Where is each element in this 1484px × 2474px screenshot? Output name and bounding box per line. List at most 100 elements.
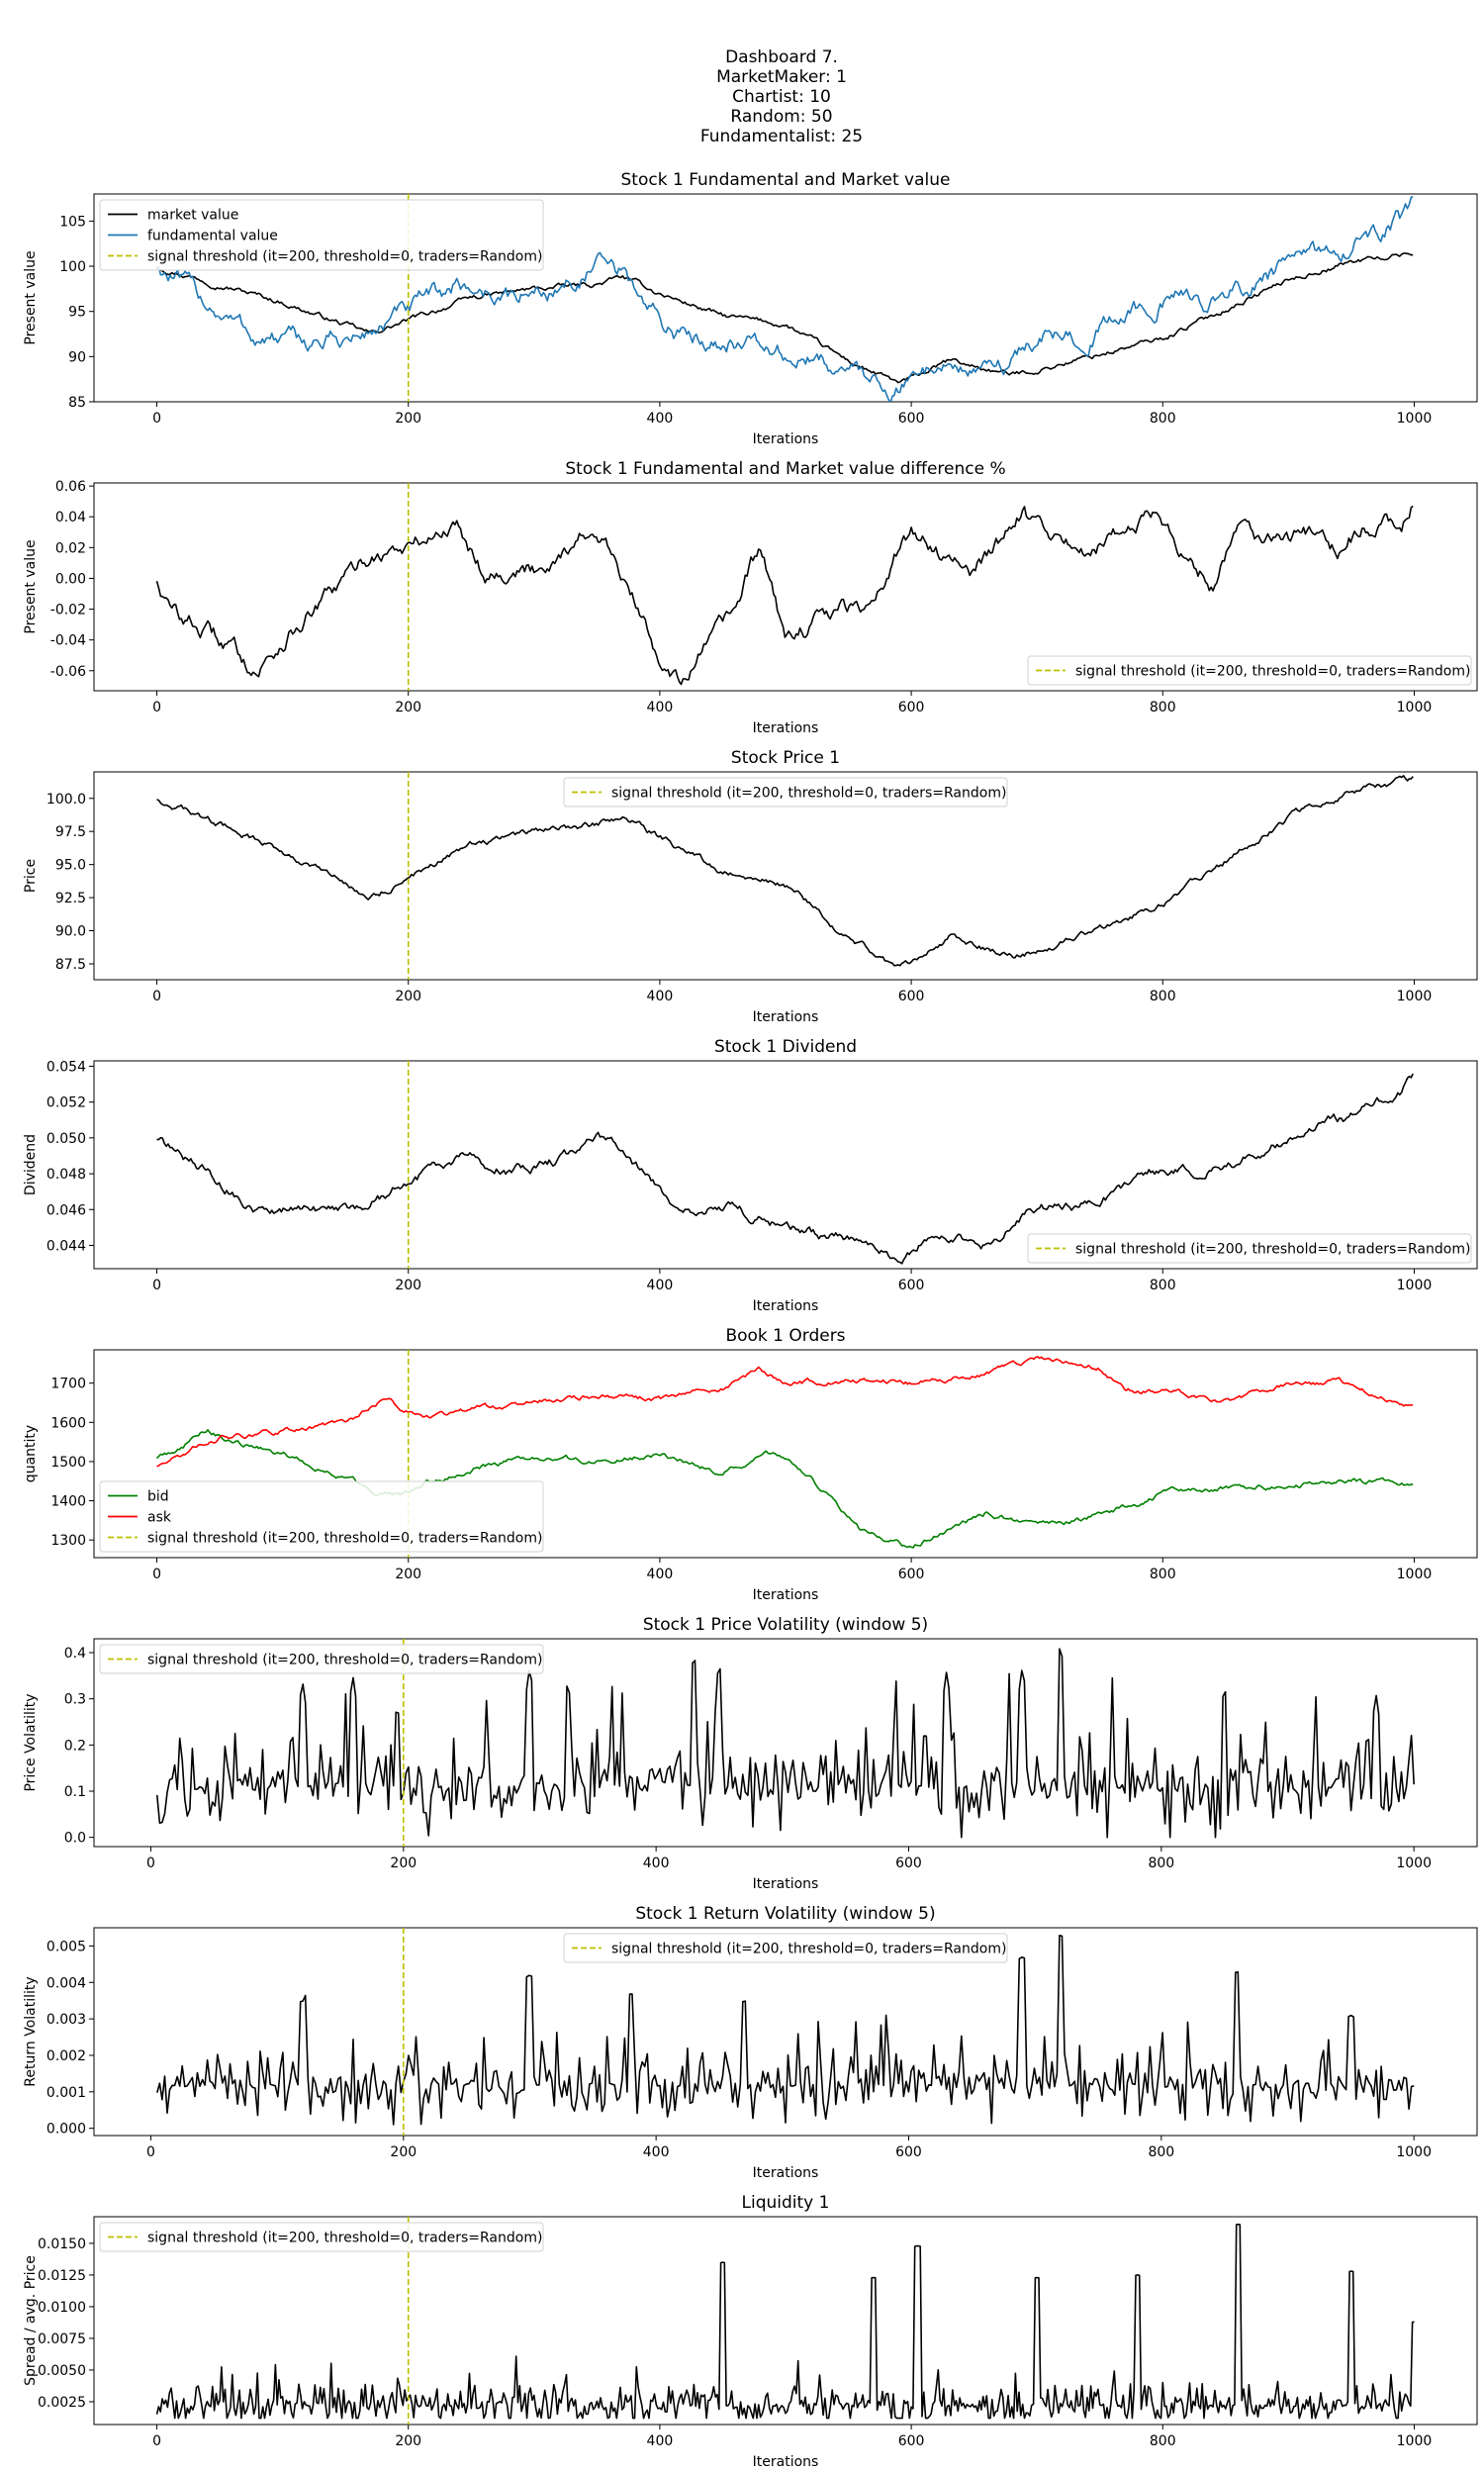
chart-title: Stock 1 Price Volatility (window 5): [643, 1615, 928, 1635]
y-tick-label: 0.0025: [38, 2395, 86, 2411]
legend-label: signal threshold (it=200, threshold=0, t…: [147, 1531, 542, 1547]
x-tick-label: 400: [647, 1567, 674, 1582]
legend-label: market value: [147, 208, 238, 224]
legend-label: bid: [147, 1489, 169, 1505]
chart-title: Stock 1 Fundamental and Market value dif…: [565, 459, 1005, 479]
legend-label: signal threshold (it=200, threshold=0, t…: [1075, 664, 1470, 680]
legend-label: signal threshold (it=200, threshold=0, t…: [611, 1942, 1006, 1957]
legend-label: fundamental value: [147, 229, 278, 244]
x-tick-label: 400: [647, 411, 674, 427]
y-tick-label: 0.052: [46, 1095, 86, 1111]
y-axis-label: Price: [23, 859, 39, 893]
y-tick-label: 0.002: [46, 2048, 86, 2064]
legend: signal threshold (it=200, threshold=0, t…: [563, 1933, 1008, 1963]
legend-box: [99, 1480, 544, 1553]
x-tick-label: 200: [390, 2144, 417, 2160]
x-tick-label: 1000: [1396, 1856, 1432, 1871]
y-tick-label: 0.0150: [38, 2236, 86, 2252]
y-axis-label: Price Volatility: [23, 1693, 39, 1791]
x-tick-label: 400: [647, 989, 674, 1004]
suptitle-line-random: Random: 50: [730, 107, 833, 127]
x-tick-label: 200: [395, 989, 421, 1004]
x-tick-label: 800: [1150, 411, 1176, 427]
x-tick-label: 1000: [1397, 2433, 1433, 2449]
y-tick-label: 100: [59, 259, 86, 275]
x-tick-label: 600: [898, 411, 925, 427]
y-axis-label: Present value: [23, 539, 39, 633]
legend-box: [1027, 655, 1472, 686]
x-tick-label: 0: [146, 1856, 155, 1871]
y-tick-label: 85: [68, 395, 86, 411]
legend-label: ask: [147, 1510, 172, 1526]
chart-panel-3: Stock Price 1 0 200 400 600 800 1000 87.5 90.0 92…: [23, 748, 1478, 1025]
legend: signal threshold (it=200, threshold=0, t…: [1027, 655, 1472, 686]
chart-title: Stock 1 Fundamental and Market value: [621, 170, 951, 190]
series-line-1: [156, 1648, 1415, 1839]
series-line-1: [155, 252, 1414, 384]
x-tick-label: 400: [647, 700, 674, 715]
y-tick-label: 105: [59, 214, 86, 230]
y-tick-label: 0.004: [46, 1975, 86, 1991]
x-tick-label: 400: [647, 2433, 674, 2449]
y-tick-label: 1300: [50, 1533, 86, 1549]
y-tick-label: 87.5: [55, 957, 86, 973]
suptitle-line-chartist: Chartist: 10: [732, 87, 831, 107]
legend: signal threshold (it=200, threshold=0, t…: [99, 2222, 544, 2252]
y-tick-label: 1700: [50, 1377, 86, 1392]
series-line-1: [156, 1073, 1414, 1265]
x-axis-label: Iterations: [753, 2454, 819, 2470]
legend-label: signal threshold (it=200, threshold=0, t…: [611, 786, 1006, 802]
x-tick-label: 200: [395, 1567, 421, 1582]
series-line-2: [156, 1356, 1414, 1468]
y-tick-label: 0.3: [64, 1692, 86, 1708]
x-tick-label: 0: [152, 989, 161, 1004]
x-tick-label: 800: [1150, 700, 1176, 715]
chart-title: Stock 1 Dividend: [714, 1037, 857, 1057]
x-tick-label: 600: [898, 1567, 925, 1582]
x-tick-label: 400: [647, 1278, 674, 1293]
y-tick-label: 92.5: [55, 891, 86, 906]
y-tick-label: 90.0: [55, 924, 86, 940]
x-tick-label: 800: [1148, 1856, 1174, 1871]
x-tick-label: 800: [1150, 1567, 1176, 1582]
y-tick-label: 0.003: [46, 2012, 86, 2028]
x-axis-label: Iterations: [753, 1009, 819, 1025]
x-tick-label: 0: [152, 1278, 161, 1293]
legend-box: [99, 2222, 544, 2252]
x-tick-label: 600: [898, 700, 925, 715]
figure-suptitle: Dashboard 7. MarketMaker: 1 Chartist: 10…: [0, 48, 1484, 146]
legend: signal threshold (it=200, threshold=0, t…: [563, 777, 1008, 808]
suptitle-line-marketmaker: MarketMaker: 1: [716, 67, 847, 87]
x-tick-label: 200: [395, 700, 421, 715]
suptitle-line-fundamentalist: Fundamentalist: 25: [699, 127, 864, 146]
y-tick-label: 0.048: [46, 1167, 86, 1183]
x-axis-label: Iterations: [753, 1587, 819, 1603]
chart-panel-5: Book 1 Orders 0 200 400 600 800 1000 1300 1400 15…: [23, 1326, 1478, 1603]
x-tick-label: 800: [1150, 989, 1176, 1004]
y-tick-label: 1600: [50, 1415, 86, 1431]
chart-panel-6: Stock 1 Price Volatility (window 5) 0 200 4…: [23, 1615, 1478, 1892]
series-line-1: [155, 505, 1414, 686]
y-tick-label: -0.02: [50, 603, 86, 618]
x-tick-label: 1000: [1397, 1567, 1433, 1582]
x-axis-label: Iterations: [753, 720, 819, 736]
x-tick-label: 400: [643, 2144, 670, 2160]
y-tick-label: 0.0: [64, 1831, 86, 1847]
x-tick-label: 600: [898, 989, 925, 1004]
x-tick-label: 800: [1148, 2144, 1174, 2160]
y-tick-label: 0.001: [46, 2085, 86, 2101]
y-tick-label: 1500: [50, 1455, 86, 1471]
x-tick-label: 800: [1150, 1278, 1176, 1293]
y-tick-label: 0.04: [55, 510, 86, 525]
x-axis-label: Iterations: [753, 431, 819, 447]
y-tick-label: -0.04: [50, 633, 86, 649]
series-line-1: [155, 2223, 1415, 2420]
chart-panel-2: Stock 1 Fundamental and Market value dif…: [23, 459, 1478, 736]
x-tick-label: 1000: [1397, 989, 1433, 1004]
y-tick-label: 95.0: [55, 858, 86, 874]
y-tick-label: 0.046: [46, 1202, 86, 1218]
legend-box: [99, 1644, 544, 1674]
legend-label: signal threshold (it=200, threshold=0, t…: [147, 2231, 542, 2246]
legend-box: [1027, 1233, 1472, 1264]
